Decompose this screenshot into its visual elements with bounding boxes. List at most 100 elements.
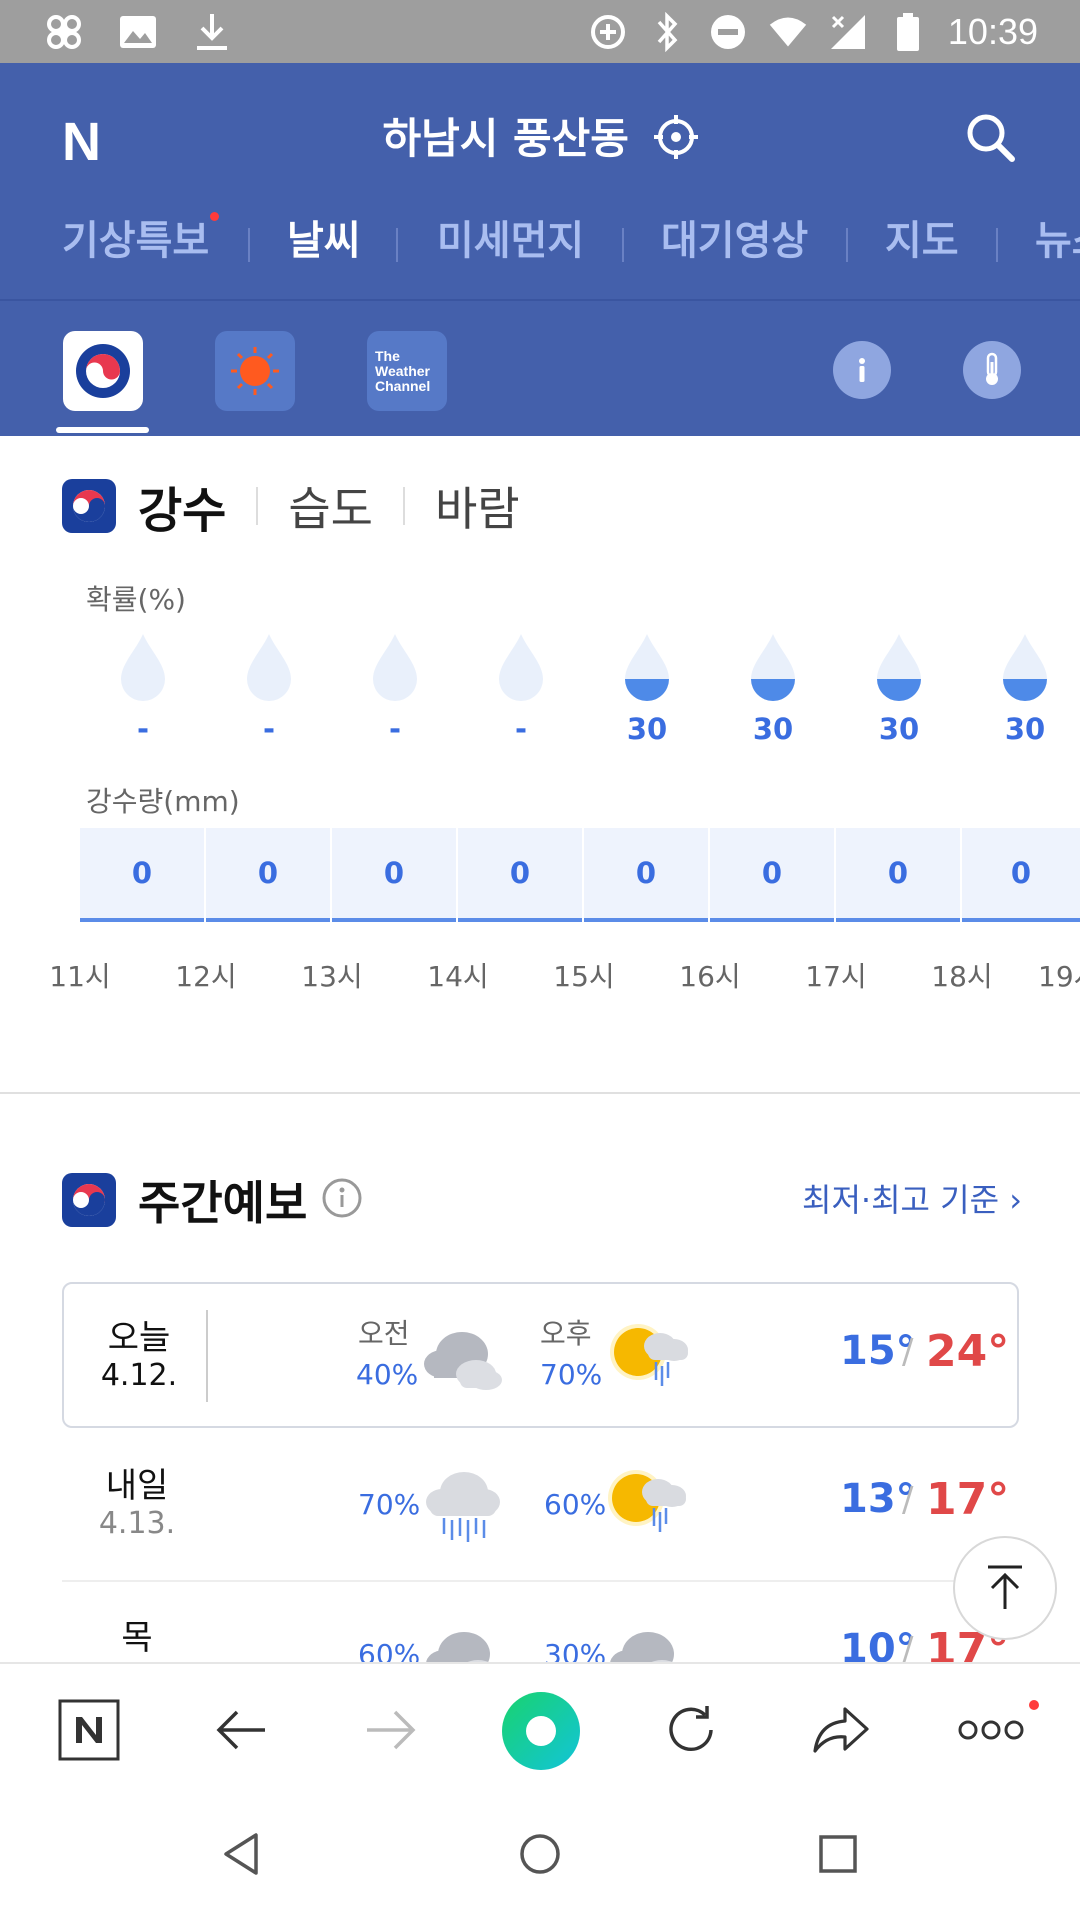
low-temp: 13° [840,1476,916,1522]
amount-cell: 0 [836,828,960,922]
forecast-row-today[interactable]: 오늘 4.12. 오전 40% 오후 70% 15° / 24° [62,1282,1019,1428]
gps-target-icon[interactable] [653,114,698,169]
probability-value: - [388,712,402,746]
more-notification-dot [1029,1700,1039,1710]
am-precip-pct: 60% [358,1638,421,1662]
drop-filled-icon [748,632,798,702]
provider-kma[interactable] [63,331,143,411]
probability-value: 30 [752,712,794,746]
naver-n-icon [58,1699,120,1761]
info-icon [859,358,865,382]
tab-air-video[interactable]: 대기영상 [661,218,809,264]
hour-label: 18시 [931,960,993,993]
tab-map[interactable]: 지도 [885,218,959,264]
tab-humidity[interactable]: 습도 [288,482,373,536]
high-temp: 24° [926,1326,1010,1377]
am-label: 오전 [358,1317,410,1350]
drop-filled-icon [1000,632,1050,702]
share-button[interactable] [805,1694,877,1766]
temp-slash: / [902,1630,914,1662]
location-title[interactable]: 하남시 풍산동 [0,105,1080,169]
refresh-button[interactable] [655,1694,727,1766]
section-divider [0,1092,1080,1094]
tab-weather-alert[interactable]: 기상특보 [62,218,210,264]
square-recents-icon [819,1835,857,1873]
tab-separator [256,487,259,525]
day-name: 내일 [105,1466,169,1506]
tab-fine-dust[interactable]: 미세먼지 [437,218,585,264]
tab-weather[interactable]: 날씨 [287,218,361,264]
arrow-left-icon [216,1710,265,1750]
amount-cell: 0 [458,828,582,922]
amount-cell: 0 [206,828,330,922]
green-dot-icon [526,1716,556,1746]
pm-precip-pct: 60% [544,1488,607,1521]
probability-label: 확률(%) [86,583,186,616]
amount-label: 강수량(mm) [86,785,240,818]
app-header: N 하남시 풍산동 기상특보 날씨 미세먼지 대기영상 지도 뉴스 The [0,63,1080,436]
arrow-right-icon [367,1710,416,1750]
nav-home-button[interactable] [508,1822,572,1886]
tab-news[interactable]: 뉴스 [1035,218,1080,264]
kma-logo-icon [76,344,130,398]
wifi-icon [768,12,808,52]
more-button[interactable] [955,1694,1027,1766]
home-n-button[interactable] [53,1694,125,1766]
system-nav-bar [0,1792,1080,1920]
am-precip-pct: 40% [356,1358,419,1391]
sun-icon [231,347,279,395]
temp-slash: / [902,1332,914,1372]
provider-weather-channel[interactable]: The Weather Channel [367,331,447,411]
scroll-to-top-button[interactable] [953,1536,1057,1640]
search-icon[interactable] [964,111,1016,167]
circle-home-icon [520,1834,560,1874]
precip-section-tabs: 강수 습도 바람 [62,476,520,539]
kma-logo-icon [62,1173,116,1227]
forecast-row-tomorrow[interactable]: 내일 4.13. 70% 60% 13° / 17° [62,1436,1019,1582]
nav-back-button[interactable] [210,1822,274,1886]
info-button[interactable] [833,341,891,399]
do-not-disturb-icon [708,12,748,52]
tab-precipitation[interactable]: 강수 [138,483,227,539]
drop-empty-icon [370,632,420,702]
refresh-icon [669,1706,713,1751]
provider-sun[interactable] [215,331,295,411]
low-temp: 10° [840,1626,916,1662]
nav-recents-button[interactable] [806,1822,870,1886]
forecast-row-thursday[interactable]: 목 60% 30% 10° / 17° [62,1582,1019,1662]
back-button[interactable] [205,1694,277,1766]
tab-separator [248,228,250,262]
cloudy-icon [420,1318,504,1396]
hour-label: 13시 [301,960,363,993]
drop-filled-icon [622,632,672,702]
browser-toolbar [0,1662,1080,1792]
rain-icon [420,1462,504,1550]
green-dot-button[interactable] [502,1692,580,1770]
high-temp: 17° [926,1474,1010,1525]
temperature-button[interactable] [963,341,1021,399]
min-max-basis-link[interactable]: 최저·최고 기준 › [802,1181,1022,1219]
pm-label: 오후 [540,1317,592,1350]
fan-icon [44,12,84,52]
probability-value: 30 [626,712,668,746]
kma-logo-icon [62,479,116,533]
share-arrow-icon [813,1707,869,1753]
probability-value: - [514,712,528,746]
day-name: 오늘 [107,1318,171,1358]
twc-logo: The Weather Channel [375,347,431,394]
tab-wind[interactable]: 바람 [434,482,520,536]
weekly-title: 주간예보 [138,1176,308,1230]
thermometer-icon [986,352,998,385]
naver-logo[interactable]: N [62,112,101,172]
drop-filled-icon [874,632,924,702]
triangle-back-icon [224,1833,258,1875]
amount-cell: 0 [962,828,1080,922]
hour-label: 11시 [49,960,111,993]
tab-separator [402,487,405,525]
probability-value: - [136,712,150,746]
forward-button[interactable] [355,1694,427,1766]
signal-icon [828,12,868,52]
info-circle-icon[interactable] [321,1177,363,1223]
tab-separator [396,228,398,262]
temp-slash: / [902,1480,914,1520]
